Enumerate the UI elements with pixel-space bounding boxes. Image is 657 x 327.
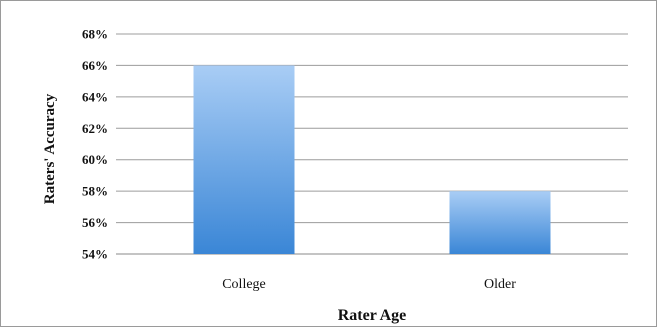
y-tick-label: 56% (82, 215, 108, 230)
y-tick-label: 66% (82, 58, 108, 73)
x-axis-title: Rater Age (338, 307, 407, 324)
y-tick-labels: 54% 56% 58% 60% 62% 64% 66% 68% (82, 27, 108, 262)
bar-college (193, 65, 295, 254)
y-tick-label: 64% (82, 89, 108, 104)
x-category-labels: College Older (222, 277, 516, 292)
y-tick-label: 60% (82, 152, 108, 167)
y-tick-label: 68% (82, 27, 108, 42)
x-category-label: Older (484, 277, 516, 292)
y-tick-label: 54% (82, 247, 108, 262)
gridlines (116, 33, 628, 255)
y-tick-label: 62% (82, 121, 108, 136)
bars (193, 65, 551, 254)
y-tick-label: 58% (82, 184, 108, 199)
x-category-label: College (222, 277, 266, 292)
y-axis-title: Raters' Accuracy (42, 93, 58, 204)
bar-older (449, 191, 551, 254)
